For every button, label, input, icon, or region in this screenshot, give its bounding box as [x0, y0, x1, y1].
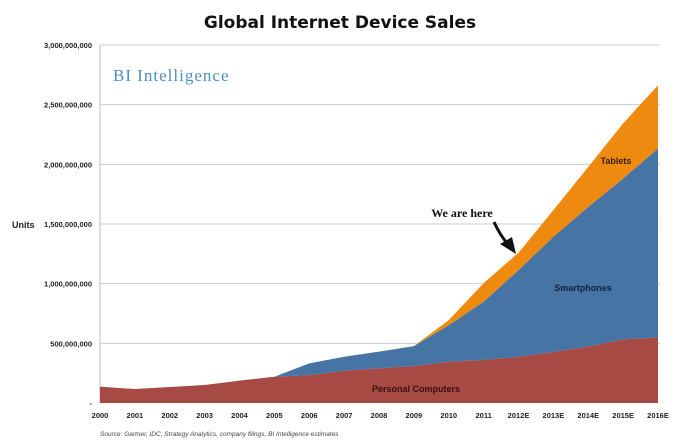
x-tick-label: 2005 [266, 411, 283, 420]
y-tick-label: 2,500,000,000 [44, 101, 92, 110]
source-note: Source: Gartner, IDC, Strategy Analytics… [100, 431, 339, 438]
x-tick-label: 2013E [543, 411, 565, 420]
series-label-tablets: Tablets [601, 156, 632, 166]
x-tick-label: 2006 [301, 411, 318, 420]
annotation-we-are-here: We are here [431, 206, 493, 220]
y-tick-label: 1,500,000,000 [44, 220, 92, 229]
x-tick-label: 2000 [92, 411, 109, 420]
x-tick-label: 2016E [647, 411, 669, 420]
area-smartphones [100, 148, 658, 390]
x-tick-label: 2014E [577, 411, 599, 420]
y-axis-label: Units [12, 220, 35, 230]
area-tablets [100, 85, 658, 390]
x-tick-label: 2001 [127, 411, 144, 420]
x-tick-label: 2002 [161, 411, 178, 420]
area-personal-computers [100, 337, 658, 403]
x-tick-label: 2011 [475, 411, 491, 420]
bi-intelligence-logo: BI Intelligence [113, 66, 230, 85]
x-tick-label: 2004 [231, 411, 249, 420]
x-tick-label: 2015E [612, 411, 634, 420]
x-tick-label: 2007 [336, 411, 353, 420]
x-tick-label: 2003 [196, 411, 213, 420]
y-tick-label: - [90, 399, 93, 408]
y-tick-label: 500,000,000 [50, 339, 92, 348]
y-tick-label: 2,000,000,000 [44, 160, 92, 169]
series-label-personal-computers: Personal Computers [372, 384, 460, 394]
x-tick-label: 2010 [440, 411, 457, 420]
x-tick-label: 2009 [406, 411, 423, 420]
series-label-smartphones: Smartphones [554, 283, 612, 293]
annotation-arrow [492, 221, 516, 254]
y-tick-label: 3,000,000,000 [44, 41, 92, 50]
x-tick-label: 2012E [508, 411, 530, 420]
x-tick-label: 2008 [371, 411, 388, 420]
chart-title: Global Internet Device Sales [204, 13, 476, 33]
y-tick-label: 1,000,000,000 [44, 280, 92, 289]
